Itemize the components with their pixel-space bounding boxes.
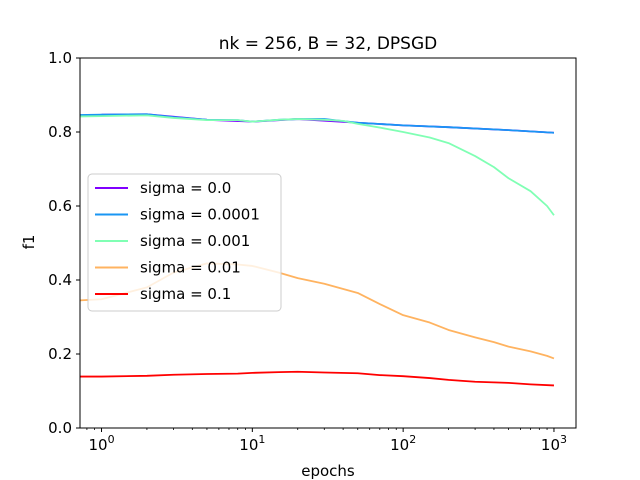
y-axis: 0.0 0.2 0.4 0.6 0.8 1.0 — [48, 49, 80, 437]
legend-label-4: sigma = 0.1 — [140, 285, 231, 303]
chart-title: nk = 256, B = 32, DPSGD — [219, 34, 437, 54]
y-tick-label: 0.0 — [48, 419, 72, 437]
y-axis-label: f1 — [20, 235, 38, 250]
x-tick-label: 100 — [88, 433, 114, 454]
legend-label-0: sigma = 0.0 — [140, 179, 231, 197]
x-tick-label: 101 — [239, 433, 265, 454]
series-line-4 — [80, 370, 555, 387]
legend-label-2: sigma = 0.001 — [140, 232, 250, 250]
y-tick-label: 0.4 — [48, 271, 72, 289]
x-axis: 100 101 102 103 — [86, 428, 567, 454]
y-tick-label: 0.2 — [48, 345, 72, 363]
legend-box — [87, 173, 282, 312]
legend-label-1: sigma = 0.0001 — [140, 206, 260, 224]
x-tick-label: 102 — [390, 433, 416, 454]
y-tick-label: 0.8 — [48, 123, 72, 141]
y-tick-label: 1.0 — [48, 49, 72, 67]
axes-frame — [79, 57, 577, 429]
legend-label-3: sigma = 0.01 — [140, 259, 241, 277]
y-tick-label: 0.6 — [48, 197, 72, 215]
x-tick-label: 103 — [541, 433, 567, 454]
legend: sigma = 0.0 sigma = 0.0001 sigma = 0.001 si… — [87, 173, 282, 312]
x-axis-label: epochs — [301, 462, 355, 480]
series-line-2 — [79, 114, 555, 216]
